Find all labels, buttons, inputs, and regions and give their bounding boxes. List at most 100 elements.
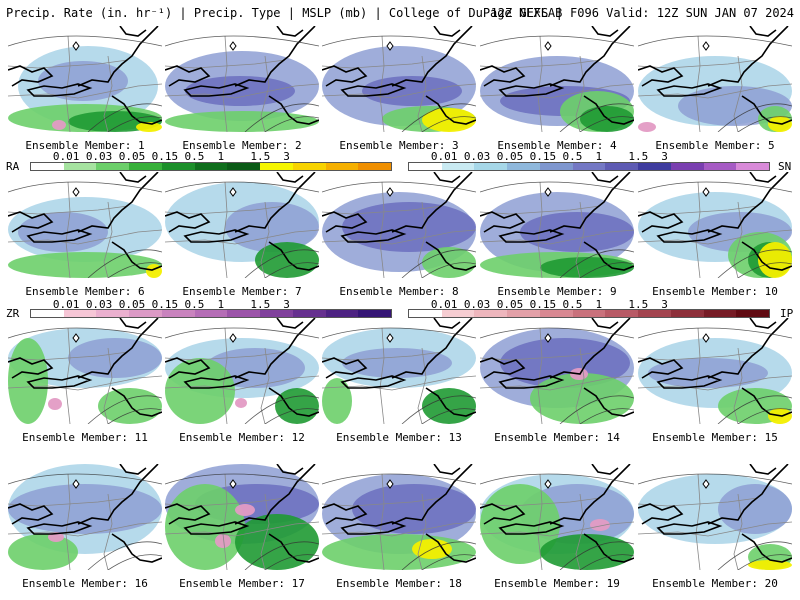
scale-swatch <box>325 310 359 317</box>
scale-swatch <box>638 163 671 170</box>
snow-type-label: SN <box>778 160 792 173</box>
precip-map-17 <box>165 464 319 570</box>
header-title-right: 12Z GEFS | F096 Valid: 12Z SUN JAN 07 20… <box>490 6 794 20</box>
ice-pellets-type-label: IP <box>780 307 794 320</box>
ensemble-panel-16 <box>8 464 162 570</box>
scale-swatch <box>572 310 606 317</box>
precip-map-5 <box>638 26 792 132</box>
precip-map-10 <box>638 172 792 278</box>
ensemble-panel-3 <box>322 26 476 132</box>
ensemble-member-label: Ensemble Member: 19 <box>494 577 620 590</box>
ensemble-member-label: Ensemble Member: 12 <box>179 431 305 444</box>
ensemble-panel-19 <box>480 464 634 570</box>
scale-swatch <box>260 163 293 170</box>
ensemble-panel-6 <box>8 172 162 278</box>
precip-map-12 <box>165 318 319 424</box>
ensemble-member-label: Ensemble Member: 20 <box>652 577 778 590</box>
scale-swatch <box>96 163 130 170</box>
scale-swatch <box>63 163 97 170</box>
precip-map-8 <box>322 172 476 278</box>
scale-swatch <box>63 310 97 317</box>
ensemble-panel-8 <box>322 172 476 278</box>
scale-swatch <box>670 310 704 317</box>
precip-map-2 <box>165 26 319 132</box>
scale-swatch <box>31 310 64 317</box>
scale-swatch <box>441 163 475 170</box>
ensemble-member-label: Ensemble Member: 4 <box>497 139 617 152</box>
precip-map-18 <box>322 464 476 570</box>
ensemble-panel-20 <box>638 464 792 570</box>
precip-map-13 <box>322 318 476 424</box>
scale-tick-label: 1.5 <box>628 298 649 311</box>
scale-swatch <box>129 163 162 170</box>
scale-tick-label: 3 <box>661 298 668 311</box>
scale-swatch <box>358 310 392 317</box>
scale-swatch <box>474 310 508 317</box>
scale-swatch <box>325 163 359 170</box>
ensemble-member-label: Ensemble Member: 1 <box>25 139 145 152</box>
ensemble-panel-17 <box>165 464 319 570</box>
precip-map-16 <box>8 464 162 570</box>
scale-swatch <box>507 310 540 317</box>
ice-pellets-color-scale <box>408 309 770 318</box>
scale-swatch <box>96 310 130 317</box>
precip-map-3 <box>322 26 476 132</box>
scale-swatch <box>129 310 162 317</box>
ensemble-member-label: Ensemble Member: 10 <box>652 285 778 298</box>
scale-tick-label: 0.03 <box>463 150 491 163</box>
scale-tick-label: 0.15 <box>151 298 179 311</box>
ensemble-member-label: Ensemble Member: 5 <box>655 139 775 152</box>
scale-swatch <box>539 310 573 317</box>
scale-swatch <box>409 163 442 170</box>
scale-swatch <box>638 310 671 317</box>
scale-swatch <box>260 310 293 317</box>
scale-tick-label: 0.5 <box>184 298 205 311</box>
ensemble-panel-7 <box>165 172 319 278</box>
ensemble-member-label: Ensemble Member: 9 <box>497 285 617 298</box>
scale-tick-label: 1.5 <box>250 150 271 163</box>
precip-map-9 <box>480 172 634 278</box>
ensemble-member-label: Ensemble Member: 18 <box>336 577 462 590</box>
ensemble-panel-18 <box>322 464 476 570</box>
precip-map-7 <box>165 172 319 278</box>
scale-swatch <box>31 163 64 170</box>
ensemble-panel-14 <box>480 318 634 424</box>
scale-tick-label: 3 <box>283 298 290 311</box>
ensemble-member-label: Ensemble Member: 16 <box>22 577 148 590</box>
scale-tick-label: 0.5 <box>562 150 583 163</box>
ensemble-panel-5 <box>638 26 792 132</box>
scale-tick-label: 3 <box>283 150 290 163</box>
scale-tick-label: 0.5 <box>184 150 205 163</box>
scale-tick-label: 1 <box>595 150 603 163</box>
scale-swatch <box>161 310 195 317</box>
scale-tick-label: 0.5 <box>562 298 583 311</box>
precip-map-4 <box>480 26 634 132</box>
scale-tick-label: 1 <box>595 298 603 311</box>
scale-swatch <box>736 163 770 170</box>
ensemble-panel-15 <box>638 318 792 424</box>
precip-map-6 <box>8 172 162 278</box>
ensemble-member-label: Ensemble Member: 17 <box>179 577 305 590</box>
ensemble-panel-12 <box>165 318 319 424</box>
scale-tick-label: 0.03 <box>463 298 491 311</box>
precip-map-15 <box>638 318 792 424</box>
ensemble-member-label: Ensemble Member: 15 <box>652 431 778 444</box>
ensemble-panel-2 <box>165 26 319 132</box>
ensemble-member-label: Ensemble Member: 7 <box>182 285 302 298</box>
scale-swatch <box>441 310 475 317</box>
scale-swatch <box>161 163 195 170</box>
scale-tick-label: 0.01 <box>430 298 458 311</box>
scale-tick-label: 0.01 <box>430 150 458 163</box>
scale-swatch <box>670 163 704 170</box>
scale-tick-label: 1 <box>217 150 225 163</box>
ensemble-member-label: Ensemble Member: 8 <box>339 285 459 298</box>
scale-swatch <box>227 163 261 170</box>
scale-swatch <box>703 163 737 170</box>
scale-swatch <box>507 163 540 170</box>
scale-swatch <box>605 310 639 317</box>
scale-swatch <box>474 163 508 170</box>
scale-swatch <box>292 163 326 170</box>
ensemble-panel-4 <box>480 26 634 132</box>
scale-tick-label: 0.03 <box>85 298 113 311</box>
scale-swatch <box>194 163 228 170</box>
